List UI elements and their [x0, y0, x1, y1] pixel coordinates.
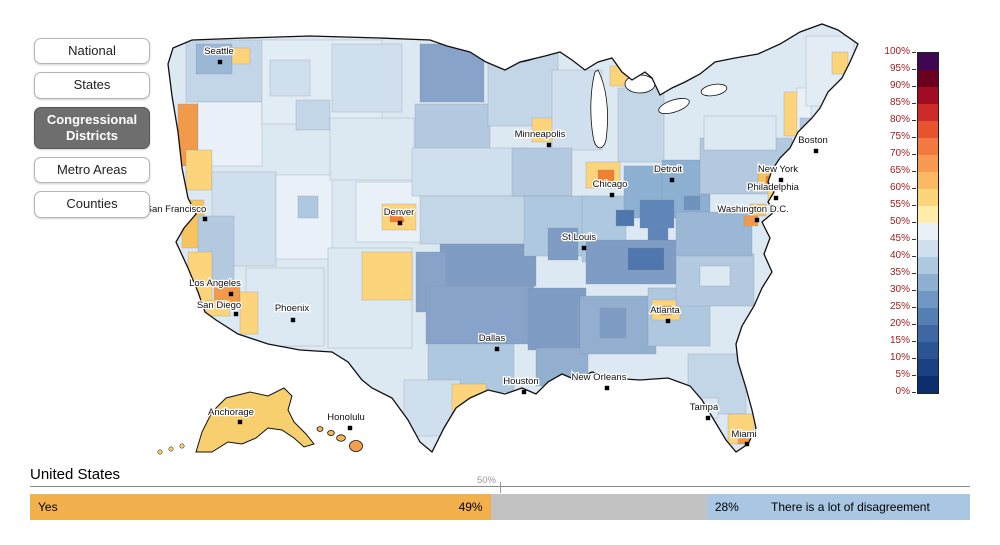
city-dallas: Dallas	[477, 332, 507, 352]
svg-text:San Diego: San Diego	[197, 300, 241, 311]
svg-text:Miami: Miami	[731, 429, 756, 440]
us-outline	[167, 23, 859, 454]
geo-button-national[interactable]: National	[34, 38, 150, 65]
city-tampa: Tampa	[688, 401, 720, 421]
svg-text:Denver: Denver	[384, 207, 415, 218]
geography-selector: National States Congressional Districts …	[34, 38, 150, 218]
color-legend: 100% 95% 90% 85% 80% 75% 70% 65% 60% 55% 50% 45% 40%…	[874, 47, 974, 404]
midpoint-tick	[500, 482, 501, 493]
city-honolulu: Honolulu	[326, 411, 366, 431]
svg-text:Phoenix: Phoenix	[275, 303, 310, 314]
svg-text:Dallas: Dallas	[479, 333, 506, 344]
svg-text:San Francisco: San Francisco	[146, 204, 207, 215]
svg-text:New York: New York	[758, 164, 798, 175]
svg-text:Chicago: Chicago	[593, 179, 628, 190]
svg-text:Seattle: Seattle	[204, 46, 234, 57]
city-st-louis: St Louis	[561, 231, 598, 251]
opinion-bar: Yes 49% 28% There is a lot of disagreeme…	[30, 494, 970, 520]
city-minneapolis: Minneapolis	[513, 128, 567, 148]
svg-text:Minneapolis: Minneapolis	[515, 129, 566, 140]
city-washington-d-c-: Washington D.C.	[716, 203, 790, 223]
legend-swatches	[917, 52, 939, 394]
city-labels: Seattle San Francisco Los Angeles San Diego…	[144, 45, 829, 447]
city-los-angeles: Los Angeles	[188, 277, 242, 297]
city-denver: Denver	[382, 206, 416, 226]
bar-yes-value: 49%	[458, 500, 483, 514]
geo-button-metro-areas[interactable]: Metro Areas	[34, 157, 150, 184]
city-atlanta: Atlanta	[649, 304, 682, 324]
city-new-orleans: New Orleans	[570, 371, 628, 391]
svg-text:Tampa: Tampa	[690, 402, 719, 413]
city-chicago: Chicago	[591, 178, 629, 198]
city-phoenix: Phoenix	[274, 302, 311, 323]
city-seattle: Seattle	[203, 45, 235, 65]
city-new-york: New York	[757, 163, 800, 183]
bar-disagree-segment: 28% There is a lot of disagreement	[706, 494, 970, 520]
city-houston: Houston	[502, 375, 540, 395]
bar-neutral-segment	[490, 494, 707, 520]
svg-text:Anchorage: Anchorage	[208, 407, 254, 418]
city-san-francisco: San Francisco	[144, 203, 208, 222]
city-philadelphia: Philadelphia	[746, 181, 801, 201]
bar-disagree-value: 28%	[714, 500, 739, 514]
svg-text:Houston: Houston	[503, 376, 538, 387]
city-san-diego: San Diego	[196, 299, 242, 317]
svg-text:New Orleans: New Orleans	[572, 372, 627, 383]
midpoint-label: 50%	[476, 475, 496, 486]
geo-button-congressional-districts[interactable]: Congressional Districts	[34, 106, 150, 149]
svg-text:Philadelphia: Philadelphia	[747, 182, 799, 193]
bar-yes-segment: Yes 49%	[30, 494, 491, 520]
svg-text:Los Angeles: Los Angeles	[189, 278, 241, 289]
city-detroit: Detroit	[653, 163, 684, 183]
city-boston: Boston	[797, 134, 829, 154]
bar-disagree-label: There is a lot of disagreement	[771, 500, 930, 514]
bar-yes-label: Yes	[38, 500, 58, 514]
svg-text:Atlanta: Atlanta	[650, 305, 680, 316]
hawaii	[316, 426, 363, 452]
svg-text:Detroit: Detroit	[654, 164, 682, 175]
svg-text:Honolulu: Honolulu	[327, 412, 365, 423]
region-title: United States	[30, 466, 121, 483]
svg-text:Boston: Boston	[798, 135, 828, 146]
svg-text:Washington D.C.: Washington D.C.	[717, 204, 788, 215]
footer: United States 50% Yes 49% 28% There is a…	[30, 466, 970, 536]
city-miami: Miami	[730, 428, 758, 447]
geo-button-counties[interactable]: Counties	[34, 191, 150, 218]
alaska	[157, 387, 315, 455]
city-anchorage: Anchorage	[207, 406, 255, 425]
svg-text:St Louis: St Louis	[562, 232, 597, 243]
geo-button-states[interactable]: States	[34, 72, 150, 99]
